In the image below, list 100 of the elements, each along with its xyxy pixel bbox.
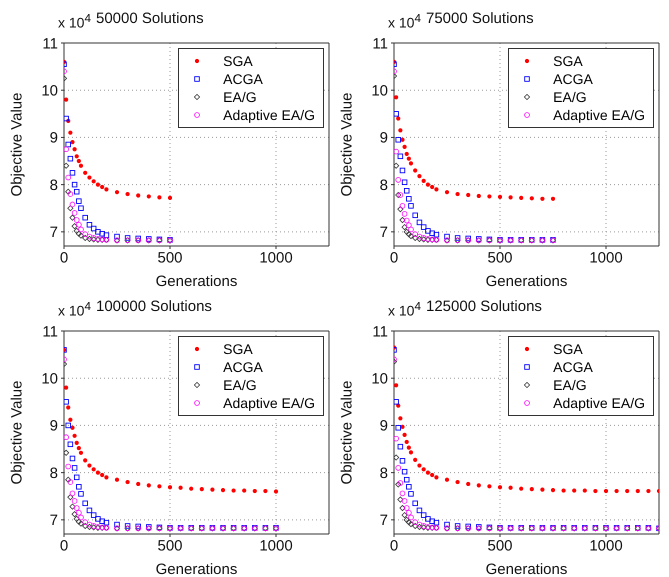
y-tick-label: 8 [380, 176, 388, 194]
point [404, 152, 409, 156]
point [146, 194, 151, 199]
point [466, 482, 470, 486]
chart-title: 50000 Solutions [96, 10, 204, 27]
point [69, 214, 76, 221]
legend-label: Adaptive EA/G [553, 107, 645, 123]
point [64, 162, 70, 169]
point [68, 442, 74, 448]
point [402, 468, 408, 474]
point [65, 142, 71, 148]
point [434, 475, 438, 480]
point [398, 128, 402, 132]
point [76, 230, 82, 237]
x-tick-label: 500 [157, 538, 183, 555]
point [426, 470, 430, 475]
point [417, 463, 422, 468]
point [430, 184, 434, 190]
point [67, 205, 74, 212]
point [408, 226, 414, 232]
point [72, 182, 78, 188]
point [404, 516, 410, 523]
point [416, 522, 422, 528]
point [82, 234, 88, 241]
point [456, 480, 460, 484]
point [65, 464, 72, 470]
point [220, 488, 226, 492]
point [572, 488, 576, 493]
point [487, 484, 492, 488]
point [70, 490, 76, 496]
point [136, 482, 140, 486]
point [408, 450, 414, 454]
point [78, 226, 84, 232]
point [178, 486, 183, 490]
point [70, 426, 75, 430]
point [232, 488, 236, 493]
y-tick-label: 10 [41, 82, 58, 100]
point [64, 98, 68, 102]
point [404, 188, 410, 194]
point [406, 222, 412, 228]
point [78, 450, 84, 455]
legend-label: ACGA [553, 71, 593, 87]
point [398, 416, 402, 420]
point [168, 196, 172, 200]
point [413, 458, 418, 462]
point [395, 465, 402, 471]
point [397, 206, 404, 212]
point [157, 484, 162, 488]
point [95, 516, 101, 522]
point [412, 212, 418, 218]
point [100, 184, 104, 190]
point [404, 476, 410, 482]
point [95, 229, 101, 235]
point [104, 475, 108, 480]
y-tick-label: 7 [380, 512, 388, 530]
y-tick-label: 9 [380, 418, 388, 435]
point [92, 179, 96, 184]
point [434, 187, 438, 192]
y-axis-title: Objective Value [338, 380, 356, 484]
point [404, 505, 410, 511]
point [399, 505, 406, 512]
legend-label: EA/G [553, 89, 587, 105]
point [454, 523, 460, 529]
y-tick-label: 9 [50, 418, 58, 435]
text: x 10$^{4}$ [58, 12, 91, 31]
point [78, 491, 84, 497]
legend-label: ACGA [223, 359, 263, 375]
x-tick-label: 0 [390, 250, 398, 267]
point [72, 511, 78, 518]
point [604, 488, 608, 494]
legend-label: Adaptive EA/G [223, 107, 315, 123]
point [406, 510, 412, 516]
point [82, 500, 88, 506]
y-tick-label: 7 [50, 224, 58, 242]
point [420, 224, 426, 230]
point [416, 508, 422, 514]
legend-label: EA/G [553, 377, 587, 393]
point [394, 111, 399, 117]
point [96, 182, 100, 187]
point [404, 218, 410, 224]
point [252, 488, 257, 494]
point [408, 161, 414, 166]
point [402, 498, 408, 504]
point [416, 236, 422, 242]
point [444, 190, 450, 194]
point [394, 436, 399, 442]
point [429, 518, 435, 524]
point [412, 500, 418, 506]
point [274, 489, 278, 494]
y-tick-label: 8 [50, 464, 58, 482]
legend-label: ACGA [553, 359, 593, 375]
point [412, 234, 418, 241]
y-axis-title: Objective Value [8, 380, 26, 484]
point [420, 512, 426, 518]
point [402, 224, 408, 230]
point [404, 228, 410, 235]
point [65, 476, 72, 483]
point [70, 202, 76, 208]
x-tick-label: 1000 [259, 538, 293, 555]
text: x 10$^{4}$ [58, 300, 91, 319]
